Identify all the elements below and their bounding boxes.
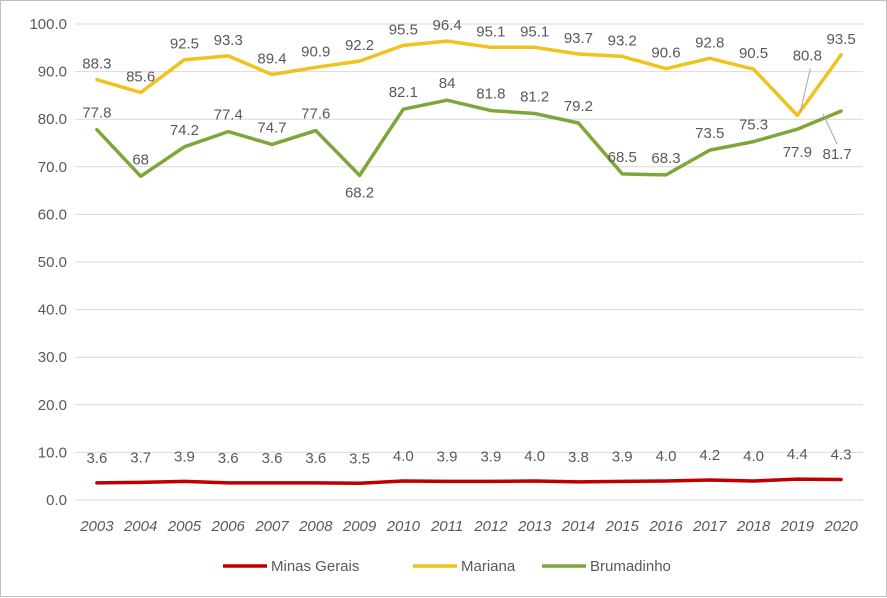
data-label-mariana: 80.8 — [793, 47, 822, 64]
data-label-mariana: 93.7 — [564, 30, 593, 47]
x-tick-label: 2006 — [211, 518, 246, 535]
data-label-minas-gerais: 3.6 — [218, 450, 239, 467]
data-label-brumadinho: 74.7 — [257, 119, 286, 136]
data-label-mariana: 89.4 — [257, 50, 286, 67]
x-tick-label: 2019 — [780, 518, 815, 535]
data-label-mariana: 92.8 — [695, 34, 724, 51]
data-label-minas-gerais: 3.6 — [262, 450, 283, 467]
data-label-mariana: 96.4 — [433, 17, 462, 34]
series-line-mariana — [95, 39, 843, 118]
data-label-minas-gerais: 4.0 — [524, 448, 545, 465]
data-label-brumadinho: 68.3 — [651, 150, 680, 167]
data-label-mariana: 92.2 — [345, 37, 374, 54]
leader-line — [822, 113, 838, 145]
legend-item-mariana[interactable]: Mariana — [413, 558, 516, 575]
x-tick-label: 2013 — [517, 518, 552, 535]
y-tick-label: 100.0 — [29, 16, 67, 33]
data-label-brumadinho: 79.2 — [564, 98, 593, 115]
legend-item-brumadinho[interactable]: Brumadinho — [542, 558, 671, 575]
data-label-mariana: 90.5 — [739, 45, 768, 62]
y-tick-label: 40.0 — [38, 302, 67, 319]
data-label-brumadinho: 74.2 — [170, 122, 199, 139]
data-label-brumadinho: 68.2 — [345, 184, 374, 201]
x-tick-label: 2012 — [473, 518, 508, 535]
y-tick-label: 70.0 — [38, 159, 67, 176]
data-label-minas-gerais: 3.9 — [612, 448, 633, 465]
data-label-brumadinho: 68 — [132, 151, 149, 168]
data-label-mariana: 88.3 — [82, 56, 111, 73]
data-label-mariana: 90.9 — [301, 43, 330, 60]
data-label-mariana: 85.6 — [126, 69, 155, 86]
x-tick-label: 2003 — [79, 518, 114, 535]
x-tick-label: 2017 — [692, 518, 727, 535]
data-label-mariana: 95.5 — [389, 21, 418, 38]
legend-label: Mariana — [461, 558, 516, 575]
leader-line — [799, 68, 811, 112]
data-label-brumadinho: 82.1 — [389, 84, 418, 101]
x-tick-label: 2014 — [561, 518, 595, 535]
data-label-brumadinho: 81.2 — [520, 88, 549, 105]
y-tick-label: 80.0 — [38, 111, 67, 128]
series-line-brumadinho — [95, 98, 843, 179]
data-label-brumadinho: 77.4 — [214, 107, 243, 124]
data-label-brumadinho: 81.8 — [476, 86, 505, 103]
x-tick-label: 2008 — [298, 518, 333, 535]
x-tick-label: 2011 — [430, 518, 463, 535]
y-tick-label: 90.0 — [38, 64, 67, 81]
data-label-minas-gerais: 4.4 — [787, 446, 808, 463]
legend-label: Minas Gerais — [271, 558, 359, 575]
data-label-mariana: 95.1 — [476, 23, 505, 40]
data-label-minas-gerais: 4.2 — [699, 447, 720, 464]
data-label-brumadinho: 77.9 — [783, 144, 812, 161]
series-line-minas-gerais — [95, 477, 843, 486]
x-tick-label: 2005 — [167, 518, 202, 535]
x-tick-label: 2009 — [342, 518, 377, 535]
data-label-minas-gerais: 3.9 — [480, 448, 501, 465]
data-label-mariana: 93.3 — [214, 32, 243, 49]
x-tick-label: 2007 — [254, 518, 289, 535]
data-label-minas-gerais: 3.5 — [349, 450, 370, 467]
data-label-brumadinho: 81.7 — [823, 146, 852, 163]
y-tick-label: 20.0 — [38, 397, 67, 414]
data-label-brumadinho: 75.3 — [739, 117, 768, 134]
y-tick-label: 10.0 — [38, 444, 67, 461]
data-label-minas-gerais: 4.0 — [393, 448, 414, 465]
legend-label: Brumadinho — [590, 558, 671, 575]
x-tick-label: 2020 — [823, 518, 858, 535]
data-label-minas-gerais: 3.6 — [86, 450, 107, 467]
data-label-mariana: 93.5 — [827, 31, 856, 48]
data-label-minas-gerais: 3.7 — [130, 449, 151, 466]
x-tick-label: 2010 — [386, 518, 421, 535]
x-tick-label: 2016 — [648, 518, 683, 535]
x-tick-label: 2004 — [123, 518, 157, 535]
data-label-minas-gerais: 3.9 — [437, 448, 458, 465]
data-label-mariana: 93.2 — [608, 32, 637, 49]
data-label-brumadinho: 77.6 — [301, 106, 330, 123]
data-label-mariana: 90.6 — [651, 45, 680, 62]
y-tick-label: 30.0 — [38, 349, 67, 366]
data-label-brumadinho: 68.5 — [608, 149, 637, 166]
y-tick-label: 0.0 — [46, 492, 67, 509]
data-label-brumadinho: 77.8 — [82, 105, 111, 122]
legend-item-minas-gerais[interactable]: Minas Gerais — [223, 558, 359, 575]
data-label-mariana: 92.5 — [170, 36, 199, 53]
data-label-minas-gerais: 4.3 — [831, 447, 852, 464]
data-label-minas-gerais: 3.6 — [305, 450, 326, 467]
data-label-minas-gerais: 3.9 — [174, 448, 195, 465]
x-tick-label: 2015 — [605, 518, 640, 535]
data-label-minas-gerais: 3.8 — [568, 449, 589, 466]
data-label-brumadinho: 73.5 — [695, 125, 724, 142]
data-label-brumadinho: 84 — [439, 75, 456, 92]
y-tick-label: 50.0 — [38, 254, 67, 271]
y-tick-label: 60.0 — [38, 206, 67, 223]
data-label-minas-gerais: 4.0 — [743, 448, 764, 465]
data-label-mariana: 95.1 — [520, 23, 549, 40]
x-tick-label: 2018 — [736, 518, 771, 535]
data-label-minas-gerais: 4.0 — [656, 448, 677, 465]
